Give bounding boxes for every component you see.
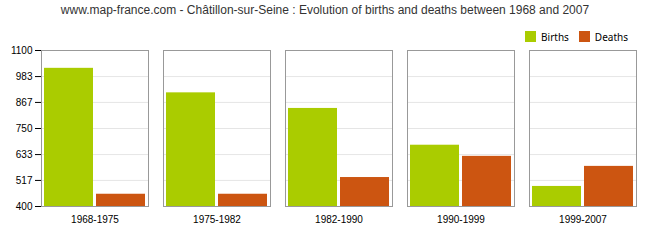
svg-text:1100: 1100	[11, 45, 33, 56]
html-text:Births: Births	[541, 29, 569, 44]
svg-text:517: 517	[16, 175, 33, 186]
svg-text:1990-1999: 1990-1999	[437, 214, 485, 225]
svg-text:867: 867	[16, 97, 33, 108]
html-text:www.map-france.com - Châtillon: www.map-france.com - Châtillon-sur-Seine…	[60, 3, 590, 17]
svg-text:1975-1982: 1975-1982	[193, 214, 241, 225]
svg-text:750: 750	[16, 123, 33, 134]
svg-text:983: 983	[16, 71, 33, 82]
svg-text:1999-2007: 1999-2007	[559, 214, 607, 225]
svg-text:400: 400	[16, 201, 33, 212]
svg-text:1968-1975: 1968-1975	[71, 214, 119, 225]
svg-text:1982-1990: 1982-1990	[315, 214, 363, 225]
html-text:Deaths: Deaths	[594, 29, 628, 44]
svg-text:633: 633	[16, 149, 33, 160]
